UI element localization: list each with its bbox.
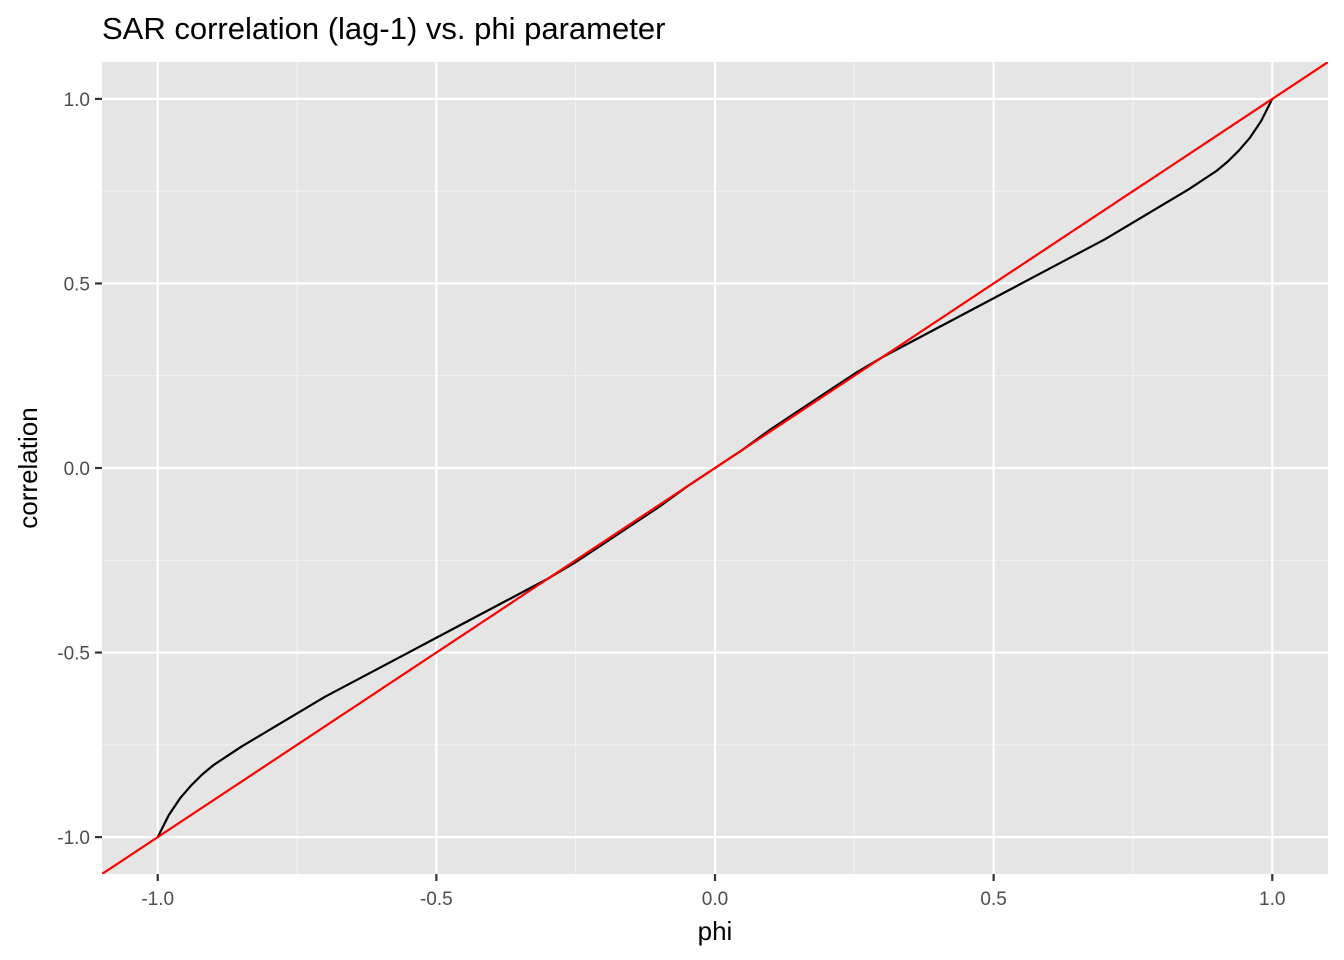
x-axis: -1.0 -0.5 0.0 0.5 1.0: [141, 874, 1285, 910]
series-line-2: [102, 62, 1328, 874]
y-tick-label: -0.5: [57, 644, 90, 665]
y-axis: -1.0 -0.5 0.0 0.5 1.0: [57, 90, 102, 849]
x-tick-label: 0.0: [702, 889, 728, 910]
x-axis-label: phi: [698, 916, 733, 946]
y-tick-label: 1.0: [64, 90, 90, 111]
y-axis-label: correlation: [13, 407, 43, 528]
x-tick-label: 1.0: [1259, 889, 1285, 910]
series-layer: [102, 62, 1328, 874]
y-tick-label: 0.5: [64, 274, 90, 295]
chart-title: SAR correlation (lag-1) vs. phi paramete…: [102, 11, 665, 46]
x-tick-label: -1.0: [141, 889, 174, 910]
x-tick-label: 0.5: [980, 889, 1006, 910]
y-tick-label: 0.0: [64, 459, 90, 480]
x-tick-label: -0.5: [420, 889, 453, 910]
y-tick-label: -1.0: [57, 828, 90, 849]
